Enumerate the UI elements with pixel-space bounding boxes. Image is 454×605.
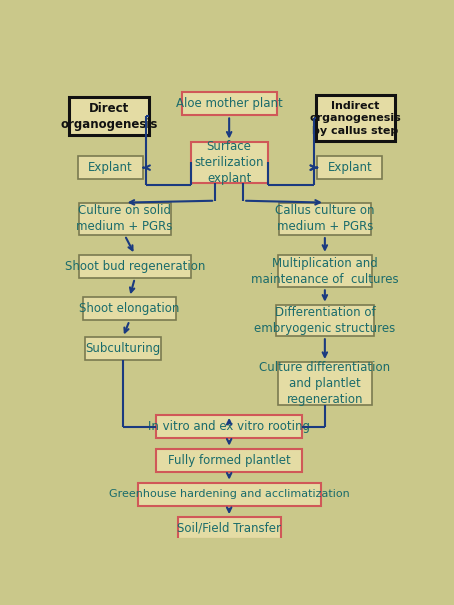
Text: Direct
organogenesis: Direct organogenesis	[60, 102, 158, 131]
FancyBboxPatch shape	[278, 255, 372, 287]
Text: Multiplication and
maintenance of  cultures: Multiplication and maintenance of cultur…	[251, 257, 399, 286]
FancyBboxPatch shape	[78, 156, 143, 179]
FancyBboxPatch shape	[278, 362, 372, 405]
FancyBboxPatch shape	[182, 92, 276, 116]
FancyBboxPatch shape	[138, 483, 321, 506]
Text: Explant: Explant	[88, 161, 133, 174]
FancyBboxPatch shape	[316, 96, 395, 141]
Text: Indirect
organogenesis
by callus step: Indirect organogenesis by callus step	[309, 101, 401, 136]
Text: Differentiation of
embryogenic structures: Differentiation of embryogenic structure…	[254, 306, 395, 335]
Text: Culture on solid
medium + PGRs: Culture on solid medium + PGRs	[76, 204, 173, 234]
Text: Culture differentiation
and plantlet
regeneration: Culture differentiation and plantlet reg…	[259, 361, 390, 406]
Text: Callus culture on
medium + PGRs: Callus culture on medium + PGRs	[275, 204, 375, 234]
Text: Subculturing: Subculturing	[85, 342, 161, 355]
FancyBboxPatch shape	[191, 142, 267, 183]
FancyBboxPatch shape	[79, 203, 171, 235]
FancyBboxPatch shape	[84, 337, 161, 361]
FancyBboxPatch shape	[156, 448, 302, 472]
Text: In vitro and ex vitro rooting: In vitro and ex vitro rooting	[148, 420, 310, 433]
FancyBboxPatch shape	[69, 97, 149, 136]
Text: Explant: Explant	[327, 161, 372, 174]
Text: Fully formed plantlet: Fully formed plantlet	[168, 454, 291, 466]
Text: Surface
sterilization
explant: Surface sterilization explant	[194, 140, 264, 185]
FancyBboxPatch shape	[317, 156, 382, 179]
FancyBboxPatch shape	[156, 415, 302, 438]
FancyBboxPatch shape	[279, 203, 371, 235]
FancyBboxPatch shape	[79, 255, 191, 278]
Text: Soil/Field Transfer: Soil/Field Transfer	[177, 522, 281, 535]
Text: Greenhouse hardening and acclimatization: Greenhouse hardening and acclimatization	[109, 489, 350, 499]
Text: Shoot elongation: Shoot elongation	[79, 302, 180, 315]
Text: Shoot bud regeneration: Shoot bud regeneration	[64, 260, 205, 273]
FancyBboxPatch shape	[178, 517, 281, 540]
FancyBboxPatch shape	[276, 304, 374, 336]
FancyBboxPatch shape	[84, 297, 176, 321]
Text: Aloe mother plant: Aloe mother plant	[176, 97, 282, 110]
